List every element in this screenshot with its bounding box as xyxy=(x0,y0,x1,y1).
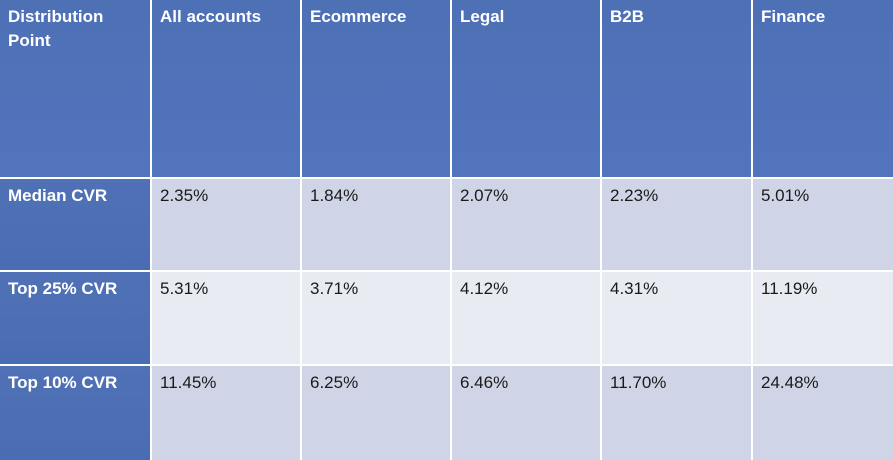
header-cell: Ecommerce xyxy=(302,0,450,177)
data-cell: 2.07% xyxy=(452,179,600,270)
header-cell: Legal xyxy=(452,0,600,177)
data-cell: 24.48% xyxy=(753,366,893,460)
data-cell: 5.31% xyxy=(152,272,300,364)
data-cell: 2.23% xyxy=(602,179,751,270)
row-header-cell: Top 25% CVR xyxy=(0,272,150,364)
header-cell: All accounts xyxy=(152,0,300,177)
header-cell: Finance xyxy=(753,0,893,177)
data-cell: 4.12% xyxy=(452,272,600,364)
header-cell: Distribution Point xyxy=(0,0,150,177)
data-cell: 11.70% xyxy=(602,366,751,460)
data-cell: 2.35% xyxy=(152,179,300,270)
data-cell: 1.84% xyxy=(302,179,450,270)
row-header-cell: Top 10% CVR xyxy=(0,366,150,460)
data-cell: 11.45% xyxy=(152,366,300,460)
data-cell: 6.25% xyxy=(302,366,450,460)
data-cell: 11.19% xyxy=(753,272,893,364)
row-header-cell: Median CVR xyxy=(0,179,150,270)
data-cell: 4.31% xyxy=(602,272,751,364)
data-cell: 6.46% xyxy=(452,366,600,460)
data-cell: 3.71% xyxy=(302,272,450,364)
data-cell: 5.01% xyxy=(753,179,893,270)
header-cell: B2B xyxy=(602,0,751,177)
